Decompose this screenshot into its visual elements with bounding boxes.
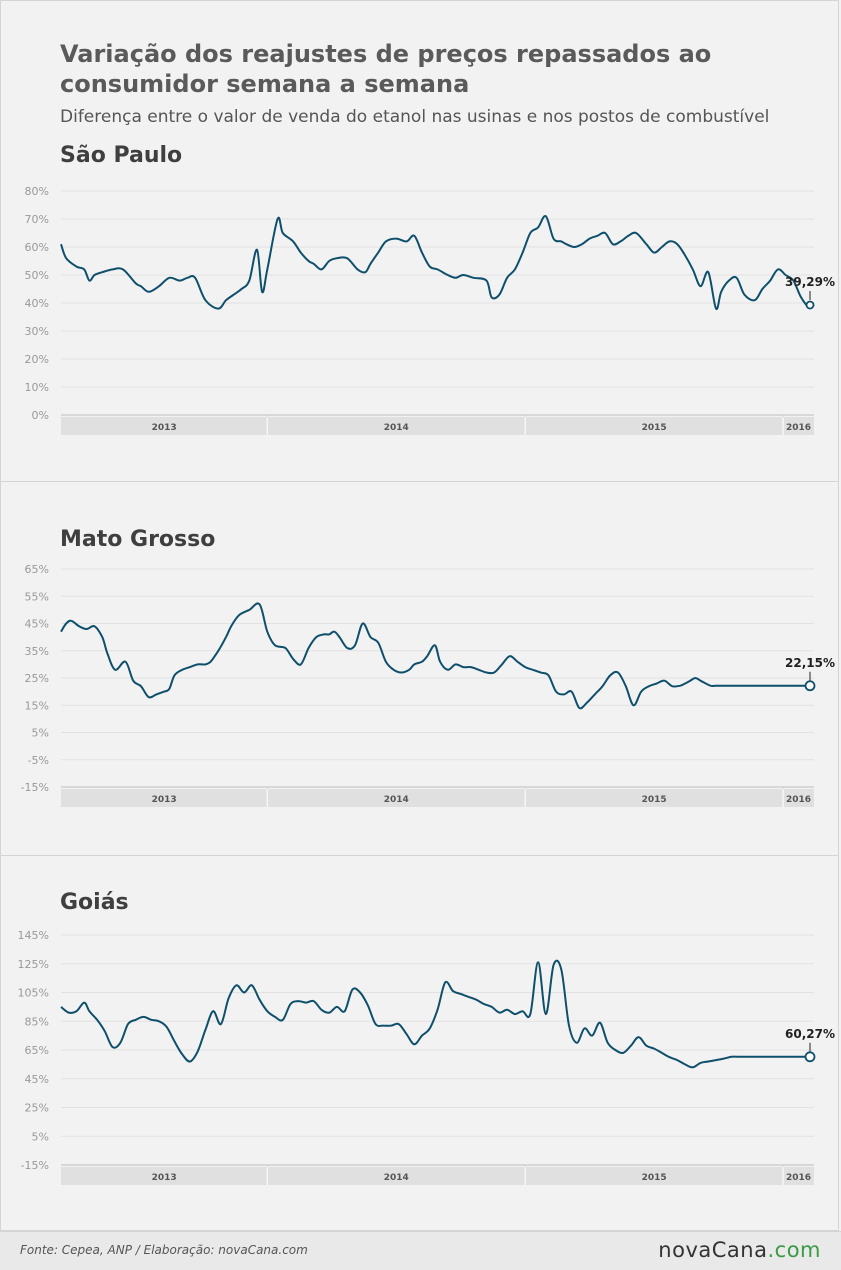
y-tick-label: 5% [32,727,49,740]
logo-prefix: nova [658,1238,712,1262]
last-value-label: 22,15% [785,656,835,670]
page-subtitle: Diferença entre o valor de venda do etan… [60,107,770,127]
source-note: Fonte: Cepea, ANP / Elaboração: novaCana… [20,1243,308,1257]
y-tick-label: 25% [25,1102,49,1115]
x-year-label: 2015 [642,423,667,433]
y-tick-label: 25% [25,672,49,685]
line-chart-mato-grosso: 65% 55% 45% 35% 25% 15% 5% -5% -15% 2013 2014 2015 2… [21,563,835,807]
y-tick-label: 55% [25,590,49,603]
y-tick-label: 10% [25,381,49,394]
y-tick-label: 45% [25,1073,49,1086]
x-year-label: 2014 [384,1173,409,1183]
x-year-label: 2016 [786,423,811,433]
series-line [60,215,815,311]
y-tick-label: 65% [25,1044,49,1057]
y-tick-label: -15% [21,1159,49,1172]
last-value-label: 60,27% [785,1027,835,1041]
x-year-label: 2013 [152,1173,177,1183]
y-tick-label: 60% [25,241,49,254]
line-chart-sao-paulo: 80% 70% 60% 50% 40% 30% 20% 10% 0% 2013 2014 2015 20… [25,185,835,435]
y-tick-label: 45% [25,618,49,631]
last-point-marker[interactable] [804,680,816,692]
y-tick-label: -15% [21,781,49,794]
line-chart-goias: 145% 125% 105% 85% 65% 45% 25% 5% -15% 2013 2014 20… [18,929,835,1185]
x-year-label: 2013 [152,423,177,433]
x-year-label: 2016 [786,795,811,805]
x-year-label: 2013 [152,795,177,805]
x-axis-band [61,789,814,807]
y-tick-label: 0% [32,409,49,422]
x-year-label: 2016 [786,1173,811,1183]
y-tick-label: 145% [18,929,49,942]
y-tick-label: 5% [32,1130,49,1143]
footer: Fonte: Cepea, ANP / Elaboração: novaCana… [0,1231,841,1270]
logo-main: Cana [711,1238,768,1262]
y-tick-label: 30% [25,325,49,338]
x-axis-band [61,417,814,435]
novacana-logo[interactable]: novaCana.com [658,1238,821,1262]
last-point-marker[interactable] [805,300,815,310]
y-tick-label: 20% [25,353,49,366]
y-tick-label: 70% [25,213,49,226]
y-tick-label: 125% [18,958,49,971]
y-tick-label: -5% [28,754,49,767]
chart-panel-mato-grosso: Mato Grosso 65% 55% 45% 35% 25% 15% 5% -5% -15% 2… [0,481,839,856]
y-tick-label: 105% [18,987,49,1000]
series-line [60,602,814,710]
last-value-label: 39,29% [785,275,835,289]
y-tick-label: 40% [25,297,49,310]
chart-panel-goias: Goiás 145% 125% 105% 85% 65% 45% 25% 5% -15% 2013… [0,855,839,1231]
logo-suffix: .com [767,1238,821,1262]
last-point-marker[interactable] [804,1051,816,1063]
chart-title-goias: Goiás [60,890,129,915]
series-line [60,959,815,1069]
y-tick-label: 80% [25,185,49,198]
x-year-label: 2015 [642,795,667,805]
x-axis-band [61,1167,814,1185]
x-year-label: 2014 [384,795,409,805]
chart-title-mato-grosso: Mato Grosso [60,527,216,552]
y-tick-label: 15% [25,699,49,712]
y-tick-label: 35% [25,645,49,658]
y-tick-label: 85% [25,1015,49,1028]
chart-title-sao-paulo: São Paulo [60,143,183,168]
y-tick-label: 50% [25,269,49,282]
y-tick-label: 65% [25,563,49,576]
page-title: Variação dos reajustes de preços repassa… [60,40,712,98]
x-year-label: 2014 [384,423,409,433]
x-year-label: 2015 [642,1173,667,1183]
chart-panel-sao-paulo: Variação dos reajustes de preços repassa… [0,0,839,482]
